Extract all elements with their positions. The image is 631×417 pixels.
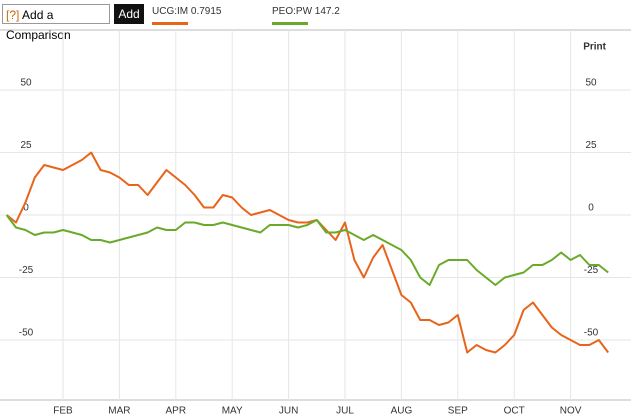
x-tick-label: JUL [336, 406, 354, 417]
y-tick-label: 50 [20, 78, 32, 89]
help-icon[interactable]: [?] [6, 8, 20, 22]
y-tick-label: -25 [19, 265, 34, 276]
x-tick-label: APR [166, 406, 187, 417]
legend-entry[interactable]: PEO:PW 147.2 [272, 6, 340, 25]
y-tick-label: -50 [19, 328, 34, 339]
compare-button[interactable]: [?] Add a Comparison [2, 4, 110, 42]
series-line [5, 151, 609, 354]
compare-label: Add a Comparison [6, 8, 71, 42]
x-tick-label: FEB [53, 406, 73, 417]
legend-swatch [272, 22, 308, 25]
legend-label: UCG:IM 0.7915 [152, 6, 222, 17]
toolbar: [?] Add a Comparison Add UCG:IM 0.7915 P… [0, 0, 631, 42]
y-tick-label: 0 [588, 203, 594, 214]
x-tick-label: OCT [504, 406, 525, 417]
print-link[interactable]: Print [583, 42, 606, 53]
series-line [5, 214, 609, 286]
x-tick-label: MAR [108, 406, 130, 417]
x-tick-label: SEP [448, 406, 468, 417]
x-tick-label: MAY [222, 406, 243, 417]
x-tick-label: AUG [391, 406, 413, 417]
legend-swatch [152, 22, 188, 25]
y-tick-label: 25 [20, 140, 32, 151]
legend-entry[interactable]: UCG:IM 0.7915 [152, 6, 222, 25]
y-tick-label: 25 [585, 140, 597, 151]
x-tick-label: JUN [279, 406, 298, 417]
y-tick-label: -25 [584, 265, 599, 276]
add-button[interactable]: Add [114, 4, 144, 24]
y-tick-label: 0 [23, 203, 29, 214]
y-tick-label: 50 [585, 78, 597, 89]
y-tick-label: -50 [584, 328, 599, 339]
x-tick-label: NOV [560, 406, 582, 417]
legend-label: PEO:PW 147.2 [272, 6, 340, 17]
